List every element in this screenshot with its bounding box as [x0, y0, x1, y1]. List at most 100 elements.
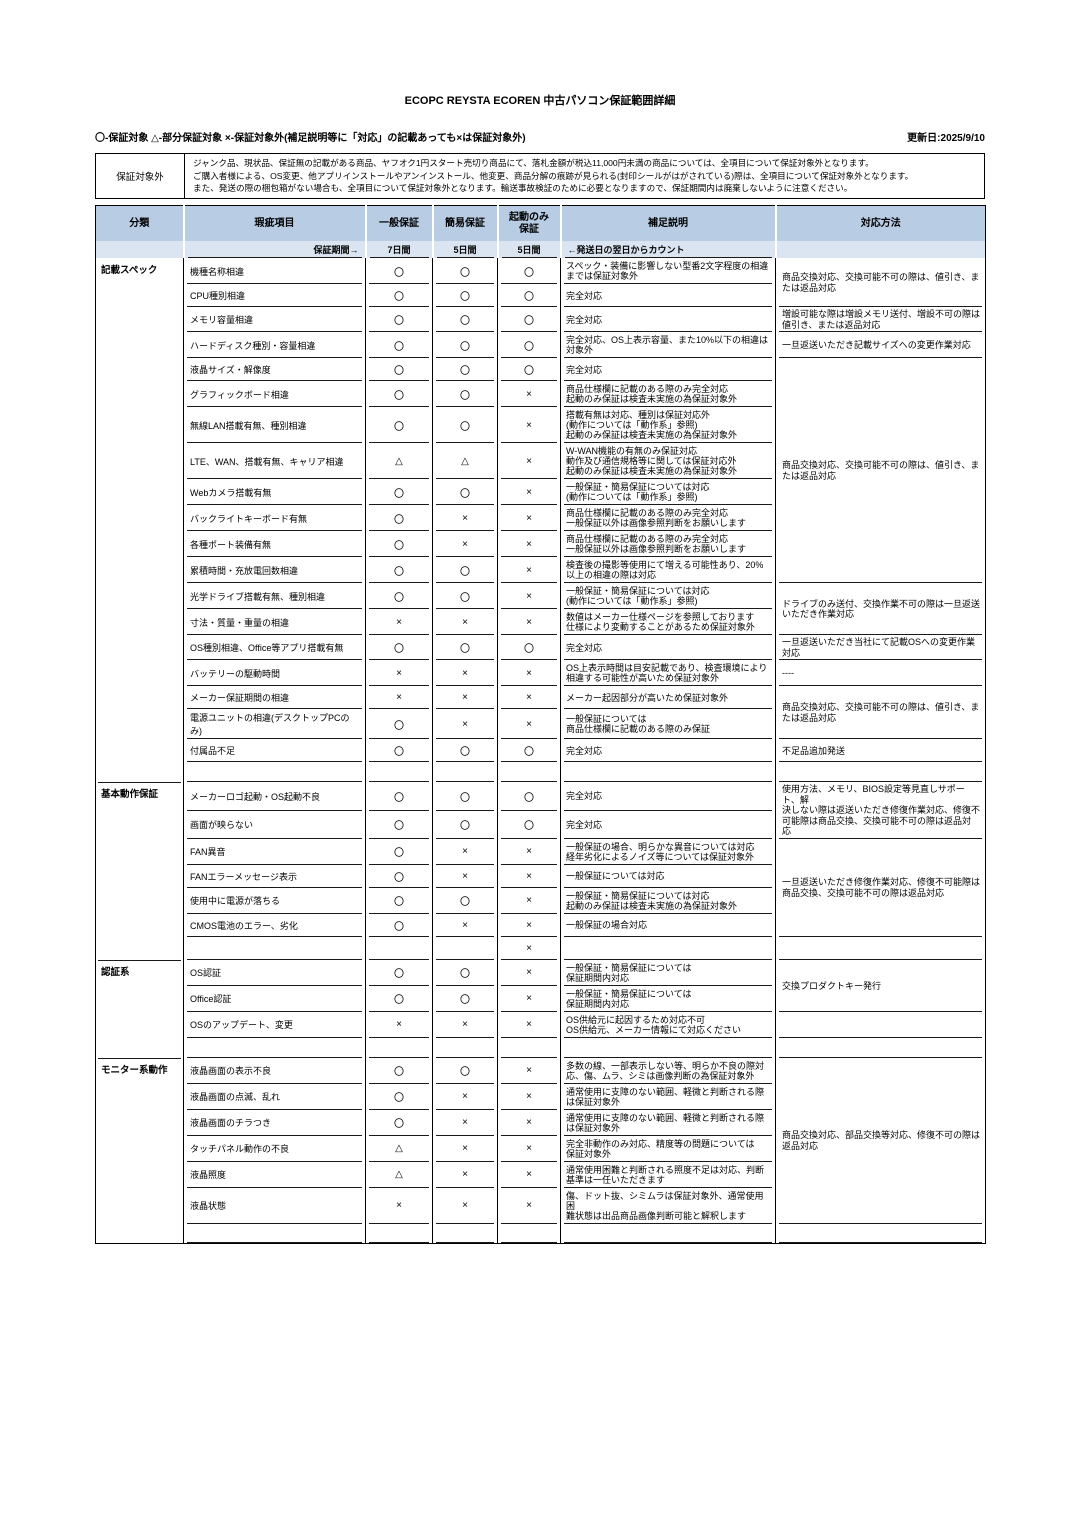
status-simple: 〇 [432, 332, 498, 359]
status-boot [497, 762, 561, 783]
response-cell: 商品交換対応、交換可能不可の際は、値引き、ま たは返品対応 [775, 258, 986, 308]
status-general: × [365, 660, 433, 687]
supplement-cell: スペック・装備に影響しない型番2文字程度の相違 までは保証対象外 [560, 258, 776, 285]
status-general: 〇 [365, 864, 433, 888]
status-boot: × [497, 1135, 561, 1162]
response-cell: 商品交換対応、部品交換等対応、修復不可の際は 返品対応 [775, 1057, 986, 1224]
status-simple: 〇 [432, 583, 498, 610]
item-cell [183, 936, 366, 960]
header-row: 分類 瑕疵項目 一般保証 簡易保証 起動のみ 保証 補足説明 対応方法 [95, 205, 986, 242]
item-cell: Office認証 [183, 985, 366, 1012]
status-general: × [365, 686, 433, 710]
table-row: 無線LAN搭載有無、種別相違〇〇 × 搭載有無は対応、種別は保証対応外 (動作につい… [96, 407, 986, 444]
table-row: 各種ポート装備有無〇 × × 商品仕様欄に記載のある際のみ完全対応 一般保証以外は画像… [96, 531, 986, 558]
table-row: グラフィックボード相違〇〇 × 商品仕様欄に記載のある際のみ完全対応 起動のみ保証は… [96, 381, 986, 408]
item-cell: 液晶状態 [183, 1187, 366, 1224]
table-row: 光学ドライブ搭載有無、種別相違〇〇 × 一般保証・簡易保証については対応 (動作につ… [96, 583, 986, 636]
status-general: 〇 [365, 1057, 433, 1084]
status-boot: 〇 [497, 307, 561, 333]
status-general [365, 1037, 433, 1058]
table-row: タッチパネル動作の不良 △ × × 完全非動作のみ対応、精度等の問題については 保証対象… [96, 1135, 986, 1162]
status-general: 〇 [365, 959, 433, 986]
table-row: Office認証〇〇 × 一般保証・簡易保証については 保証期間内対応 [96, 985, 986, 1012]
item-cell: 累積時間・充放電回数相違 [183, 557, 366, 584]
warranty-table-body: 記載スペック 機種名称相違〇〇〇スペック・装備に影響しない型番2文字程度の相違 ま… [95, 258, 986, 1244]
status-general: 〇 [365, 583, 433, 610]
status-general: 〇 [365, 307, 433, 333]
status-general: 〇 [365, 557, 433, 584]
table-row: 認証系 OS認証〇〇 × 一般保証・簡易保証については 保証期間内対応 交換プロダクトキ… [95, 959, 986, 1058]
header-general-warranty: 一般保証 [365, 205, 434, 242]
subheader-period-label: 保証期間→ [183, 241, 367, 259]
table-row: LTE、WAN、搭載有無、キャリア相違 △ △ × W-WAN機能の有無のみ保証対応 動… [96, 443, 986, 480]
subheader-count-note: ←発送日の翌日からカウント [560, 241, 777, 259]
item-cell: 使用中に電源が落ちる [183, 887, 366, 914]
table-row: 液晶サイズ・解像度〇〇〇完全対応 商品交換対応、交換可能不可の際は、値引き、ま た… [96, 358, 986, 584]
updated-date: 更新日:2025/9/10 [907, 133, 985, 144]
supplement-cell: OS供給元に起因するため対応不可 OS供給元、メーカー情報にて対応ください [560, 1011, 776, 1038]
status-simple: × [432, 531, 498, 558]
status-boot: 〇 [497, 332, 561, 359]
status-boot: 〇 [497, 810, 561, 840]
response-cell [775, 762, 986, 783]
status-boot: 〇 [497, 739, 561, 763]
status-general: 〇 [365, 358, 433, 382]
supplement-cell: 傷、ドット抜、シミムラは保証対象外、通常使用困 難状態は出品商品画像判断可能と解… [560, 1187, 776, 1224]
response-cell: ドライブのみ送付、交換作業不可の際は一旦返送 いただき作業対応 [775, 583, 986, 636]
supplement-cell: 数値はメーカー仕様ページを参照しております 仕様により変動することがあるため保証… [560, 609, 776, 636]
status-boot: × [497, 609, 561, 636]
status-boot: × [497, 557, 561, 584]
status-simple: 〇 [432, 258, 498, 285]
subheader-row: 保証期間→ 7日間 5日間 5日間 ←発送日の翌日からカウント [95, 241, 986, 259]
status-legend: 〇-保証対象 △-部分保証対象 ×-保証対象外(補足説明等に「対応」の記載あって… [95, 133, 526, 144]
response-cell: 使用方法、メモリ、BIOS設定等見直しサポート、解 決しない際は返送いただき修復… [775, 782, 986, 839]
response-cell: 商品交換対応、交換可能不可の際は、値引き、ま たは返品対応 [775, 358, 986, 584]
status-general: 〇 [365, 985, 433, 1012]
status-boot: × [497, 887, 561, 914]
page-title: ECOPC REYSTA ECOREN 中古パソコン保証範囲詳細 [404, 95, 676, 107]
supplement-cell [560, 1037, 776, 1058]
status-general: 〇 [365, 531, 433, 558]
item-cell: 無線LAN搭載有無、種別相違 [183, 407, 366, 444]
supplement-cell: 一般保証・簡易保証については対応 (動作については「動作系」参照) [560, 583, 776, 610]
status-boot: × [497, 985, 561, 1012]
status-boot [497, 1037, 561, 1058]
status-general: × [365, 1011, 433, 1038]
subheader-general-days: 7日間 [365, 241, 434, 259]
status-boot: × [497, 686, 561, 710]
item-cell: CPU種別相違 [183, 284, 366, 308]
item-cell: 液晶画面の点滅、乱れ [183, 1083, 366, 1110]
status-boot: × [497, 1161, 561, 1188]
item-cell: 各種ポート装備有無 [183, 531, 366, 558]
item-cell: 光学ドライブ搭載有無、種別相違 [183, 583, 366, 610]
item-cell: FAN異音 [183, 838, 366, 865]
status-general [365, 762, 433, 783]
supplement-cell [560, 936, 776, 960]
status-simple: 〇 [432, 1057, 498, 1084]
supplement-cell: 一般保証・簡易保証については対応 (動作については「動作系」参照) [560, 479, 776, 506]
item-cell [183, 1037, 366, 1058]
status-simple: × [432, 1135, 498, 1162]
status-simple: × [432, 609, 498, 636]
supplement-cell [560, 762, 776, 783]
item-cell: ハードディスク種別・容量相違 [183, 332, 366, 359]
status-boot: 〇 [497, 782, 561, 811]
status-simple [432, 936, 498, 960]
status-general: 〇 [365, 332, 433, 359]
supplement-cell: メーカー起因部分が高いため保証対象外 [560, 686, 776, 710]
subheader-blank-response [775, 241, 986, 259]
supplement-cell: 通常使用困難と判断される照度不足は対応、判断 基準は一任いただきます [560, 1161, 776, 1188]
status-simple: 〇 [432, 959, 498, 986]
status-general: 〇 [365, 1083, 433, 1110]
supplement-cell: 一般保証については対応 [560, 864, 776, 888]
supplement-cell: 完全非動作のみ対応、精度等の問題については 保証対象外 [560, 1135, 776, 1162]
status-general [365, 936, 433, 960]
status-simple: × [432, 660, 498, 687]
response-cell: 増設可能な際は増設メモリ送付、増設不可の際は 値引き、または返品対応 [775, 307, 986, 333]
subheader-blank-category [95, 241, 185, 259]
status-general: 〇 [365, 479, 433, 506]
status-simple: × [432, 1109, 498, 1136]
supplement-cell: 完全対応、OS上表示容量、また10%以下の相違は 対象外 [560, 332, 776, 359]
response-cell: 一旦返送いただき当社にて記載OSへの変更作業 対応 [775, 635, 986, 661]
